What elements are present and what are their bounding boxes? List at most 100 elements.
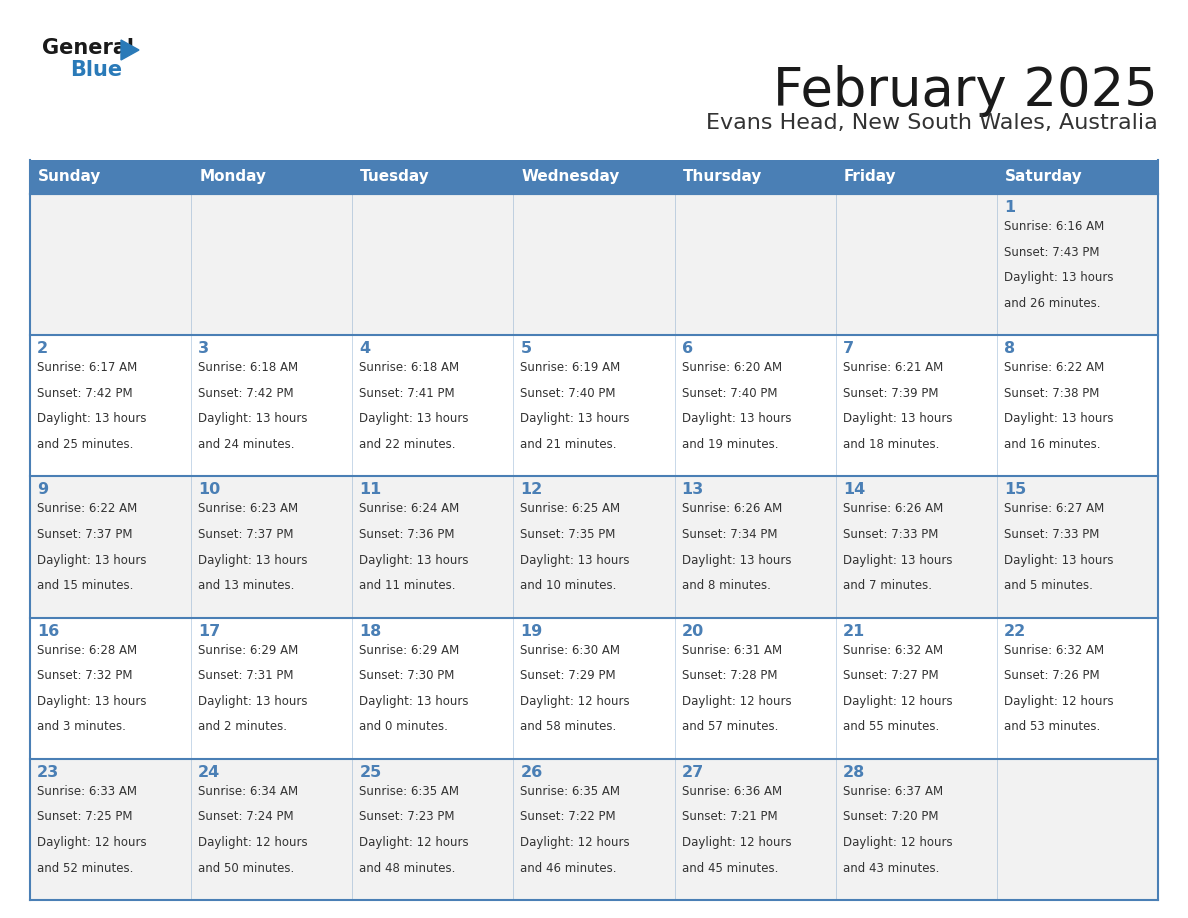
Text: Sunset: 7:33 PM: Sunset: 7:33 PM xyxy=(842,528,939,541)
Text: Sunset: 7:33 PM: Sunset: 7:33 PM xyxy=(1004,528,1099,541)
Text: Daylight: 13 hours: Daylight: 13 hours xyxy=(1004,412,1113,425)
Text: Daylight: 13 hours: Daylight: 13 hours xyxy=(359,412,469,425)
Text: 22: 22 xyxy=(1004,623,1026,639)
Text: 24: 24 xyxy=(198,765,221,779)
Text: Sunrise: 6:32 AM: Sunrise: 6:32 AM xyxy=(1004,644,1104,656)
Text: Blue: Blue xyxy=(70,60,122,80)
Text: Daylight: 12 hours: Daylight: 12 hours xyxy=(37,836,146,849)
Text: Daylight: 13 hours: Daylight: 13 hours xyxy=(198,695,308,708)
Text: Sunrise: 6:27 AM: Sunrise: 6:27 AM xyxy=(1004,502,1104,515)
Bar xyxy=(30,194,1158,335)
Text: Daylight: 13 hours: Daylight: 13 hours xyxy=(1004,271,1113,285)
Text: 8: 8 xyxy=(1004,341,1015,356)
Text: Sunrise: 6:22 AM: Sunrise: 6:22 AM xyxy=(37,502,138,515)
Text: Sunrise: 6:34 AM: Sunrise: 6:34 AM xyxy=(198,785,298,798)
Text: 4: 4 xyxy=(359,341,371,356)
Text: 1: 1 xyxy=(1004,200,1015,215)
Text: Sunrise: 6:36 AM: Sunrise: 6:36 AM xyxy=(682,785,782,798)
Text: and 52 minutes.: and 52 minutes. xyxy=(37,862,133,875)
Text: Sunset: 7:28 PM: Sunset: 7:28 PM xyxy=(682,669,777,682)
Text: and 57 minutes.: and 57 minutes. xyxy=(682,721,778,733)
Text: 14: 14 xyxy=(842,482,865,498)
Text: Sunset: 7:38 PM: Sunset: 7:38 PM xyxy=(1004,386,1099,400)
Text: Sunrise: 6:32 AM: Sunrise: 6:32 AM xyxy=(842,644,943,656)
Text: and 16 minutes.: and 16 minutes. xyxy=(1004,438,1100,451)
Text: Sunset: 7:42 PM: Sunset: 7:42 PM xyxy=(198,386,293,400)
Text: 26: 26 xyxy=(520,765,543,779)
Text: and 26 minutes.: and 26 minutes. xyxy=(1004,297,1100,309)
Text: Sunrise: 6:22 AM: Sunrise: 6:22 AM xyxy=(1004,361,1104,375)
Text: and 50 minutes.: and 50 minutes. xyxy=(198,862,295,875)
Text: 7: 7 xyxy=(842,341,854,356)
Bar xyxy=(30,618,1158,759)
Text: Sunrise: 6:17 AM: Sunrise: 6:17 AM xyxy=(37,361,138,375)
Text: Sunrise: 6:35 AM: Sunrise: 6:35 AM xyxy=(520,785,620,798)
Text: 9: 9 xyxy=(37,482,49,498)
Text: Sunset: 7:21 PM: Sunset: 7:21 PM xyxy=(682,811,777,823)
Text: Sunset: 7:32 PM: Sunset: 7:32 PM xyxy=(37,669,133,682)
Text: General: General xyxy=(42,38,134,58)
Text: Sunset: 7:34 PM: Sunset: 7:34 PM xyxy=(682,528,777,541)
Text: and 3 minutes.: and 3 minutes. xyxy=(37,721,126,733)
Text: Daylight: 12 hours: Daylight: 12 hours xyxy=(198,836,308,849)
Bar xyxy=(30,335,1158,476)
Text: Daylight: 12 hours: Daylight: 12 hours xyxy=(1004,695,1113,708)
Text: Daylight: 13 hours: Daylight: 13 hours xyxy=(198,554,308,566)
Text: and 24 minutes.: and 24 minutes. xyxy=(198,438,295,451)
Text: and 18 minutes.: and 18 minutes. xyxy=(842,438,939,451)
Text: 5: 5 xyxy=(520,341,531,356)
Text: and 19 minutes.: and 19 minutes. xyxy=(682,438,778,451)
Text: 25: 25 xyxy=(359,765,381,779)
Text: and 5 minutes.: and 5 minutes. xyxy=(1004,579,1093,592)
Text: Sunset: 7:40 PM: Sunset: 7:40 PM xyxy=(520,386,615,400)
Text: Sunset: 7:24 PM: Sunset: 7:24 PM xyxy=(198,811,293,823)
Text: Sunday: Sunday xyxy=(38,170,101,185)
Text: 3: 3 xyxy=(198,341,209,356)
Text: Sunset: 7:37 PM: Sunset: 7:37 PM xyxy=(37,528,133,541)
Polygon shape xyxy=(121,40,139,60)
Text: Daylight: 13 hours: Daylight: 13 hours xyxy=(1004,554,1113,566)
Text: Daylight: 13 hours: Daylight: 13 hours xyxy=(37,695,146,708)
Text: Sunset: 7:31 PM: Sunset: 7:31 PM xyxy=(198,669,293,682)
Text: and 2 minutes.: and 2 minutes. xyxy=(198,721,287,733)
Bar xyxy=(30,476,1158,618)
Text: 20: 20 xyxy=(682,623,703,639)
Text: 11: 11 xyxy=(359,482,381,498)
Text: Daylight: 12 hours: Daylight: 12 hours xyxy=(682,836,791,849)
Text: Thursday: Thursday xyxy=(683,170,762,185)
Text: 10: 10 xyxy=(198,482,221,498)
Text: and 0 minutes.: and 0 minutes. xyxy=(359,721,448,733)
Text: 23: 23 xyxy=(37,765,59,779)
Text: Sunset: 7:23 PM: Sunset: 7:23 PM xyxy=(359,811,455,823)
Text: and 48 minutes.: and 48 minutes. xyxy=(359,862,456,875)
Text: Sunset: 7:37 PM: Sunset: 7:37 PM xyxy=(198,528,293,541)
Text: and 13 minutes.: and 13 minutes. xyxy=(198,579,295,592)
Text: Sunrise: 6:20 AM: Sunrise: 6:20 AM xyxy=(682,361,782,375)
Text: Sunset: 7:43 PM: Sunset: 7:43 PM xyxy=(1004,246,1099,259)
Text: Sunset: 7:22 PM: Sunset: 7:22 PM xyxy=(520,811,617,823)
Text: Sunrise: 6:26 AM: Sunrise: 6:26 AM xyxy=(682,502,782,515)
Text: Wednesday: Wednesday xyxy=(522,170,620,185)
Text: Sunrise: 6:30 AM: Sunrise: 6:30 AM xyxy=(520,644,620,656)
Text: Sunrise: 6:29 AM: Sunrise: 6:29 AM xyxy=(359,644,460,656)
Text: Sunset: 7:41 PM: Sunset: 7:41 PM xyxy=(359,386,455,400)
Text: Evans Head, New South Wales, Australia: Evans Head, New South Wales, Australia xyxy=(706,113,1158,133)
Text: Sunrise: 6:18 AM: Sunrise: 6:18 AM xyxy=(198,361,298,375)
Text: Sunset: 7:40 PM: Sunset: 7:40 PM xyxy=(682,386,777,400)
Text: Sunrise: 6:37 AM: Sunrise: 6:37 AM xyxy=(842,785,943,798)
Text: Sunrise: 6:33 AM: Sunrise: 6:33 AM xyxy=(37,785,137,798)
Text: 13: 13 xyxy=(682,482,703,498)
Text: Sunset: 7:36 PM: Sunset: 7:36 PM xyxy=(359,528,455,541)
Text: and 15 minutes.: and 15 minutes. xyxy=(37,579,133,592)
Text: and 58 minutes.: and 58 minutes. xyxy=(520,721,617,733)
Text: Sunrise: 6:31 AM: Sunrise: 6:31 AM xyxy=(682,644,782,656)
Text: and 53 minutes.: and 53 minutes. xyxy=(1004,721,1100,733)
Text: and 8 minutes.: and 8 minutes. xyxy=(682,579,771,592)
Text: and 7 minutes.: and 7 minutes. xyxy=(842,579,931,592)
Text: Sunrise: 6:23 AM: Sunrise: 6:23 AM xyxy=(198,502,298,515)
Text: 2: 2 xyxy=(37,341,49,356)
Text: 21: 21 xyxy=(842,623,865,639)
Text: 28: 28 xyxy=(842,765,865,779)
Text: and 25 minutes.: and 25 minutes. xyxy=(37,438,133,451)
Bar xyxy=(30,160,1158,194)
